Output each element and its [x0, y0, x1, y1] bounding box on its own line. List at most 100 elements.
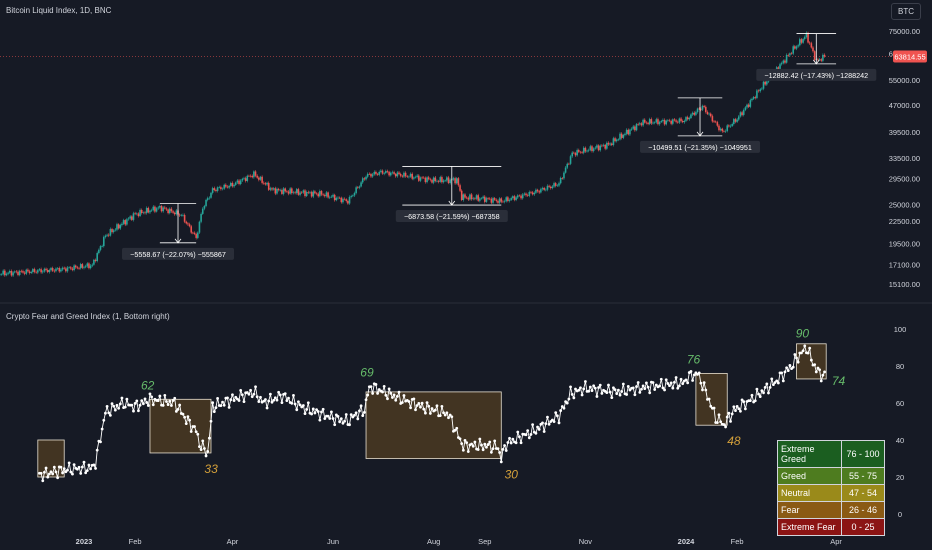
fg-point	[125, 397, 129, 401]
fg-point	[666, 382, 670, 385]
fg-point	[47, 472, 51, 476]
candle-body	[348, 196, 351, 204]
candle-body	[553, 183, 555, 187]
fg-point	[638, 390, 642, 394]
fg-point	[496, 447, 500, 451]
candle-body	[475, 195, 478, 199]
candle-body	[530, 191, 532, 193]
fg-point	[199, 448, 203, 451]
fg-point	[151, 403, 155, 407]
fg-point	[590, 389, 594, 393]
fg-point	[206, 449, 210, 453]
fg-point	[376, 391, 379, 395]
fg-point	[270, 400, 274, 404]
candle-body	[355, 187, 357, 194]
fg-point	[529, 433, 533, 436]
fg-point	[148, 392, 152, 396]
fg-point	[814, 370, 818, 374]
fg-point	[770, 377, 774, 381]
candle-body	[350, 196, 352, 197]
fg-point	[674, 376, 678, 379]
fg-point	[509, 441, 513, 445]
candle-body	[162, 207, 164, 212]
candle-body	[338, 197, 341, 199]
fg-point	[62, 467, 66, 471]
fg-point	[664, 378, 668, 382]
fg-point	[196, 432, 200, 436]
candle-body	[582, 147, 585, 153]
candle-body	[704, 106, 707, 112]
fg-point	[336, 414, 340, 418]
candle-body	[203, 205, 206, 209]
fg-point	[382, 385, 386, 388]
candle-body	[164, 207, 166, 209]
candle-body	[167, 209, 169, 214]
candle-body	[2, 270, 4, 275]
fg-point	[447, 416, 450, 420]
legend-range: 26 - 46	[841, 501, 885, 519]
price-axis-tick: 55000.00	[889, 76, 920, 85]
fg-point	[684, 378, 688, 382]
candle-body	[441, 177, 443, 183]
candle-body	[790, 53, 793, 54]
candle-body	[266, 182, 268, 185]
fg-point	[588, 385, 592, 389]
fg-point	[592, 384, 596, 388]
symbol-badge[interactable]: BTC	[891, 3, 921, 20]
candle-body	[363, 178, 366, 180]
fg-point	[316, 410, 320, 413]
fg-point	[658, 384, 662, 388]
fg-point	[318, 418, 322, 422]
legend-label: Greed	[777, 467, 842, 485]
fg-point	[625, 393, 629, 396]
candle-body	[193, 232, 196, 235]
fg-annotation: 90	[796, 327, 810, 341]
candle-body	[639, 123, 641, 125]
fg-point	[69, 470, 73, 474]
fg-point	[598, 383, 602, 387]
candle-body	[701, 105, 704, 110]
candle-body	[685, 117, 687, 121]
fg-point	[508, 436, 511, 440]
candle-body	[210, 192, 212, 198]
fg-point	[161, 403, 165, 407]
fg-point	[438, 414, 442, 418]
candle-body	[114, 229, 117, 231]
candle-body	[335, 198, 338, 201]
candle-body	[107, 234, 110, 236]
fg-point	[66, 468, 69, 472]
candle-body	[279, 190, 282, 191]
candle-body	[513, 196, 516, 200]
measure-label: −10499.51 (−21.35%) −1049951	[648, 143, 752, 152]
fg-annotation: 62	[141, 378, 155, 392]
candle-body	[432, 177, 435, 183]
candle-body	[625, 129, 628, 134]
fg-point	[795, 356, 798, 360]
candle-body	[601, 145, 603, 147]
candle-body	[672, 119, 674, 124]
candle-body	[239, 180, 242, 184]
fg-point	[681, 382, 685, 386]
candle-body	[375, 171, 377, 174]
candle-body	[742, 110, 745, 115]
candle-body	[281, 190, 283, 194]
fg-point	[275, 398, 279, 402]
candle-body	[93, 259, 95, 265]
candle-body	[746, 104, 748, 108]
candle-body	[5, 273, 8, 276]
fg-point	[108, 413, 112, 417]
candle-body	[284, 188, 287, 192]
fg-point	[176, 407, 180, 411]
candle-body	[282, 188, 285, 194]
fg-point	[445, 411, 449, 415]
candle-body	[818, 59, 821, 60]
candle-body	[88, 263, 90, 269]
candle-body	[587, 150, 590, 151]
candle-body	[223, 184, 225, 189]
fg-point	[283, 392, 287, 396]
fg-point	[775, 379, 779, 383]
candle-body	[55, 268, 57, 272]
candle-body	[333, 194, 336, 201]
fg-point	[488, 440, 492, 444]
candle-body	[37, 270, 39, 273]
